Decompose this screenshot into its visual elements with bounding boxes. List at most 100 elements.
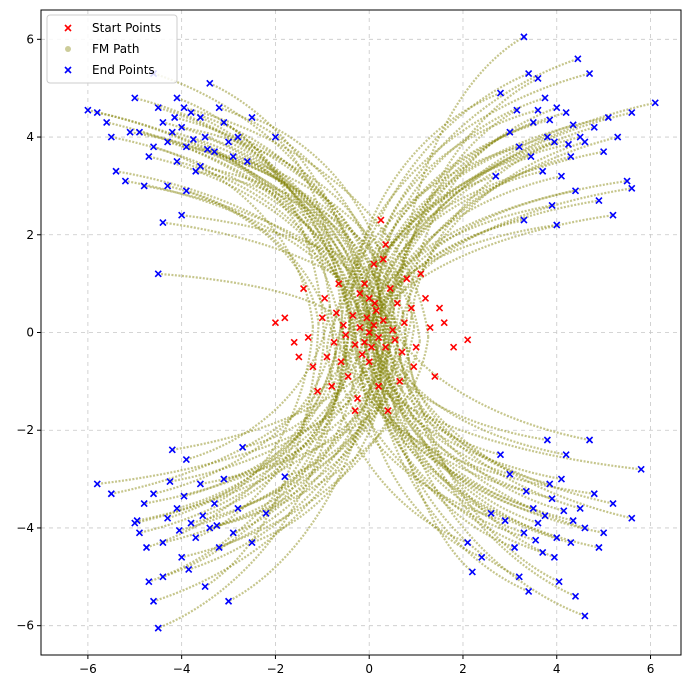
legend-label-end: End Points	[92, 63, 155, 77]
start-point	[323, 353, 331, 361]
fm-path	[365, 338, 515, 549]
end-point	[229, 153, 237, 161]
end-point	[581, 524, 589, 532]
end-point	[234, 133, 242, 141]
fm-path	[158, 272, 343, 325]
fm-path	[376, 96, 546, 289]
fm-path	[223, 121, 326, 339]
fm-path	[97, 364, 376, 486]
end-point	[149, 597, 158, 605]
start-point	[351, 341, 359, 349]
start-point	[464, 336, 472, 344]
fm-path	[169, 349, 371, 483]
x-tick-label: 2	[459, 662, 467, 676]
fm-path	[181, 358, 410, 559]
fm-path	[348, 320, 546, 517]
end-point	[562, 109, 570, 117]
fm-path	[228, 140, 354, 351]
start-point	[375, 382, 383, 390]
fm-path	[174, 116, 383, 307]
end-point	[464, 539, 472, 547]
end-point	[600, 529, 608, 537]
y-tick-label: 0	[26, 326, 34, 340]
end-point	[187, 109, 195, 117]
fm-path	[372, 319, 558, 539]
fm-path	[209, 336, 430, 530]
legend: Start Points FM Path End Points	[46, 14, 178, 84]
start-point	[382, 343, 390, 351]
start-point	[370, 321, 378, 329]
fm-path	[347, 135, 581, 339]
fm-path	[368, 135, 548, 313]
end-point	[550, 138, 558, 146]
fm-path	[181, 214, 405, 313]
end-point	[164, 138, 172, 146]
end-point	[215, 104, 223, 112]
end-point	[182, 455, 190, 464]
y-tick-label: 4	[26, 130, 34, 144]
end-point	[562, 451, 570, 459]
start-point	[426, 324, 434, 332]
end-point	[159, 573, 167, 581]
end-point	[567, 153, 575, 161]
fm-path	[404, 131, 511, 330]
end-point	[569, 121, 577, 129]
end-point	[506, 128, 514, 136]
end-point	[513, 106, 521, 114]
end-point	[93, 480, 101, 488]
fm-path	[218, 300, 393, 549]
start-point	[321, 294, 329, 302]
end-point	[159, 118, 167, 126]
fm-path	[162, 338, 350, 578]
end-point	[262, 509, 270, 517]
end-point	[229, 529, 237, 537]
start-point	[335, 280, 343, 288]
start-point	[314, 387, 322, 395]
start-point	[384, 407, 392, 415]
end-point	[651, 99, 659, 107]
end-point	[595, 543, 603, 552]
end-point	[154, 624, 162, 632]
fm-path	[375, 109, 539, 266]
start-point	[309, 363, 317, 371]
fm-path	[386, 77, 539, 362]
end-point	[171, 113, 179, 122]
end-point	[581, 138, 589, 146]
end-point	[564, 140, 573, 148]
fm-path	[153, 317, 396, 603]
fm-path	[148, 320, 351, 583]
end-point	[534, 106, 542, 114]
end-point	[539, 548, 547, 556]
y-tick-label: −2	[16, 423, 34, 437]
fm-path	[372, 223, 557, 320]
fm-path	[106, 121, 368, 339]
end-point	[178, 211, 186, 219]
fm-path	[139, 131, 379, 326]
fm-path	[382, 330, 567, 456]
fm-path	[371, 314, 492, 515]
end-point	[581, 612, 589, 620]
fm-path	[396, 341, 565, 512]
fm-path	[153, 72, 381, 342]
fm-path	[176, 160, 357, 335]
fm-path	[202, 328, 355, 517]
end-point	[553, 104, 561, 112]
legend-label-path: FM Path	[92, 42, 139, 56]
fm-path	[410, 126, 595, 318]
fm-path	[143, 184, 410, 360]
end-point	[210, 148, 219, 156]
fm-path	[368, 111, 633, 333]
y-tick-label: 6	[26, 32, 34, 46]
end-point	[553, 534, 561, 542]
start-point	[365, 358, 373, 366]
end-point	[628, 514, 636, 522]
fm-path	[242, 367, 340, 449]
end-point	[168, 128, 176, 136]
end-point	[166, 477, 174, 486]
end-point	[196, 162, 204, 170]
start-point	[365, 294, 373, 302]
fm-path	[383, 106, 558, 337]
fm-path	[371, 179, 628, 316]
fm-path	[376, 288, 590, 442]
end-point	[553, 221, 561, 229]
